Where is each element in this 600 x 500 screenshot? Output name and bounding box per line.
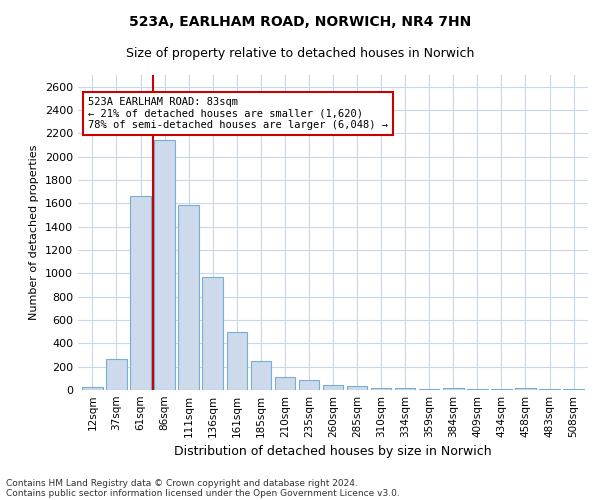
Bar: [323, 386, 343, 390]
Bar: [299, 380, 319, 390]
Bar: [275, 376, 295, 390]
Bar: [130, 196, 151, 390]
Text: Size of property relative to detached houses in Norwich: Size of property relative to detached ho…: [126, 48, 474, 60]
Text: 523A, EARLHAM ROAD, NORWICH, NR4 7HN: 523A, EARLHAM ROAD, NORWICH, NR4 7HN: [129, 15, 471, 29]
X-axis label: Distribution of detached houses by size in Norwich: Distribution of detached houses by size …: [174, 446, 492, 458]
Bar: [202, 277, 223, 390]
Bar: [154, 140, 175, 390]
Bar: [395, 388, 415, 390]
Bar: [419, 389, 439, 390]
Bar: [106, 358, 127, 390]
Bar: [178, 204, 199, 390]
Bar: [371, 388, 391, 390]
Text: Contains HM Land Registry data © Crown copyright and database right 2024.: Contains HM Land Registry data © Crown c…: [6, 478, 358, 488]
Bar: [251, 361, 271, 390]
Bar: [82, 386, 103, 390]
Text: Contains public sector information licensed under the Open Government Licence v3: Contains public sector information licen…: [6, 488, 400, 498]
Bar: [347, 386, 367, 390]
Bar: [515, 388, 536, 390]
Bar: [227, 332, 247, 390]
Text: 523A EARLHAM ROAD: 83sqm
← 21% of detached houses are smaller (1,620)
78% of sem: 523A EARLHAM ROAD: 83sqm ← 21% of detach…: [88, 97, 388, 130]
Bar: [443, 388, 464, 390]
Y-axis label: Number of detached properties: Number of detached properties: [29, 145, 40, 320]
